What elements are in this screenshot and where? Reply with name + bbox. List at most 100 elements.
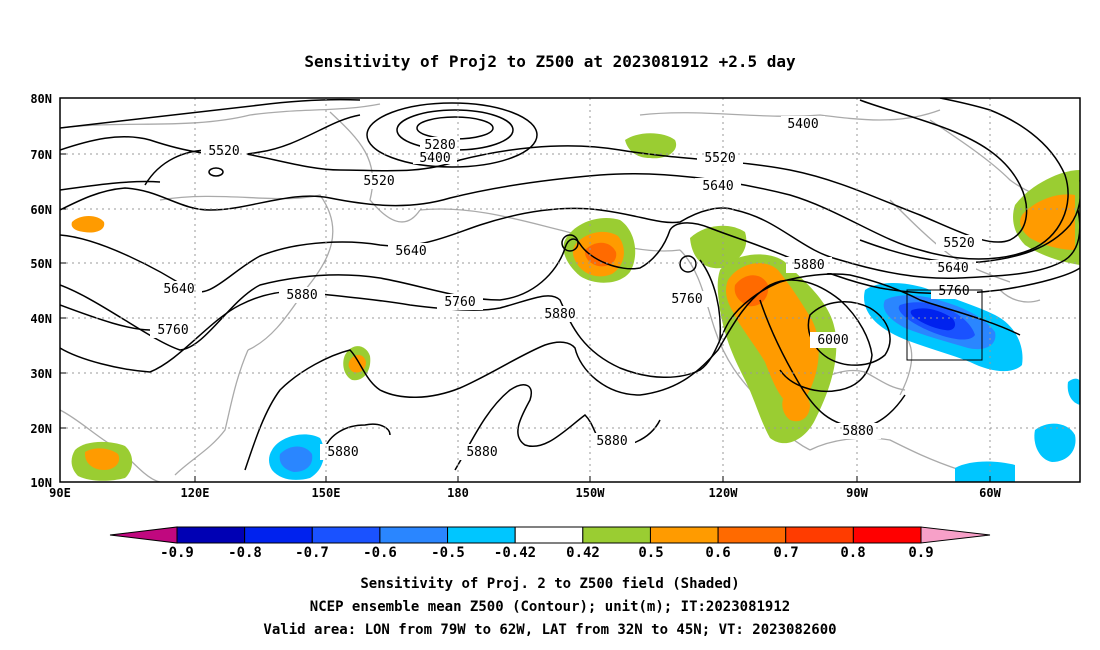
colorbar-label: -0.42 xyxy=(494,545,536,561)
colorbar-label: 0.5 xyxy=(638,545,663,561)
contour-label: 5880 xyxy=(596,434,627,449)
lat-label: 60N xyxy=(30,203,52,217)
lon-label: 90E xyxy=(49,486,71,500)
contour-label: 5880 xyxy=(793,258,824,273)
contour-line xyxy=(699,259,722,341)
map-title: Sensitivity of Proj2 to Z500 at 20230819… xyxy=(304,52,796,71)
colorbar-label: -0.5 xyxy=(431,545,465,561)
contour-line xyxy=(324,423,391,449)
contour-line xyxy=(144,99,1028,243)
contour-label: 5400 xyxy=(787,117,818,132)
lon-label: 180 xyxy=(447,486,469,500)
colorbar-right-arrow xyxy=(920,526,991,544)
lat-label: 30N xyxy=(30,367,52,381)
lat-label: 50N xyxy=(30,257,52,271)
colorbar: -0.9 -0.8 -0.7 -0.6 -0.5 -0.42 0.42 0.5 … xyxy=(109,526,991,561)
contour-line xyxy=(60,180,161,191)
colorbar-box xyxy=(649,526,719,544)
contour-label: 5880 xyxy=(544,307,575,322)
colorbar-label: 0.8 xyxy=(840,545,865,561)
contour-line xyxy=(60,98,1069,260)
contour-label: 5520 xyxy=(704,151,735,166)
longitude-labels: 90E 120E 150E 180 150W 120W 90W 60W xyxy=(49,486,1001,500)
lon-label: 150E xyxy=(312,486,341,500)
shading-patch xyxy=(782,391,810,422)
shading-patch xyxy=(955,461,1015,482)
contour-label: 5640 xyxy=(702,179,733,194)
contour-label: 5640 xyxy=(395,244,426,259)
contour-line xyxy=(60,222,1080,351)
contour-label: 5760 xyxy=(938,284,969,299)
contour-line xyxy=(366,102,538,168)
colorbar-box xyxy=(582,526,651,544)
contour-label: 5640 xyxy=(163,282,194,297)
axis-ticks xyxy=(59,97,991,483)
lon-label: 60W xyxy=(979,486,1001,500)
colorbar-label: 0.9 xyxy=(908,545,933,561)
shading-patch xyxy=(84,448,120,470)
shading-patch xyxy=(1034,423,1076,462)
shading-patch xyxy=(584,242,617,267)
contour-label: 5760 xyxy=(444,295,475,310)
contour-line xyxy=(859,180,1080,264)
map-content: 5280 5400 5400 5520 5520 5520 5520 5640 … xyxy=(60,98,1080,482)
colorbar-box xyxy=(447,526,516,544)
map-frame xyxy=(59,97,1081,483)
colorbar-box xyxy=(717,526,787,544)
contour-line xyxy=(561,234,579,252)
contour-label: 5400 xyxy=(419,151,450,166)
contour-line xyxy=(60,207,1080,293)
contour-line xyxy=(679,255,697,273)
lat-label: 40N xyxy=(30,312,52,326)
contour-label: 5760 xyxy=(671,292,702,307)
shading-patch xyxy=(279,446,313,472)
colorbar-label: -0.6 xyxy=(363,545,397,561)
grid-lines xyxy=(60,98,1080,482)
lon-label: 120E xyxy=(181,486,210,500)
contour-line xyxy=(416,116,494,140)
z500-contours xyxy=(60,98,1080,471)
contour-label: 5280 xyxy=(424,138,455,153)
caption-line-2: NCEP ensemble mean Z500 (Contour); unit(… xyxy=(310,599,790,615)
colorbar-label: 0.42 xyxy=(566,545,600,561)
colorbar-box xyxy=(311,526,381,544)
caption-line-1: Sensitivity of Proj. 2 to Z500 field (Sh… xyxy=(360,576,739,592)
colorbar-label: 0.6 xyxy=(705,545,730,561)
shading-patch xyxy=(734,275,769,307)
contour-label: 5880 xyxy=(327,445,358,460)
colorbar-box xyxy=(785,526,854,544)
contour-label: 5520 xyxy=(943,236,974,251)
contour-label: 5640 xyxy=(937,261,968,276)
contour-line xyxy=(759,299,906,429)
colorbar-left-arrow xyxy=(109,526,178,544)
contour-label: 5760 xyxy=(157,323,188,338)
contour-line xyxy=(807,301,891,366)
caption-line-3: Valid area: LON from 79W to 62W, LAT fro… xyxy=(263,622,836,638)
shading-patch xyxy=(1067,378,1080,405)
lat-label: 10N xyxy=(30,476,52,490)
lat-label: 80N xyxy=(30,92,52,106)
latitude-labels: 80N 70N 60N 50N 40N 30N 20N 10N xyxy=(30,92,52,490)
shading-patch xyxy=(910,308,956,331)
colorbar-box xyxy=(379,526,449,544)
contour-line xyxy=(60,304,151,331)
colorbar-label: -0.7 xyxy=(295,545,329,561)
lon-label: 150W xyxy=(576,486,606,500)
colorbar-label: 0.7 xyxy=(773,545,798,561)
contour-labels: 5280 5400 5400 5520 5520 5520 5520 5640 … xyxy=(157,117,974,460)
valid-area-box xyxy=(906,289,983,361)
colorbar-box xyxy=(244,526,313,544)
lon-label: 120W xyxy=(709,486,739,500)
contour-line xyxy=(208,167,224,177)
contour-label: 6000 xyxy=(817,333,848,348)
colorbar-box xyxy=(514,526,584,544)
shading-patch xyxy=(1020,194,1075,250)
contour-label: 5880 xyxy=(842,424,873,439)
contour-label: 5520 xyxy=(208,144,239,159)
contour-label: 5880 xyxy=(286,288,317,303)
lat-label: 20N xyxy=(30,422,52,436)
contour-line xyxy=(60,273,1021,378)
contour-label: 5520 xyxy=(363,174,394,189)
lon-label: 90W xyxy=(846,486,868,500)
